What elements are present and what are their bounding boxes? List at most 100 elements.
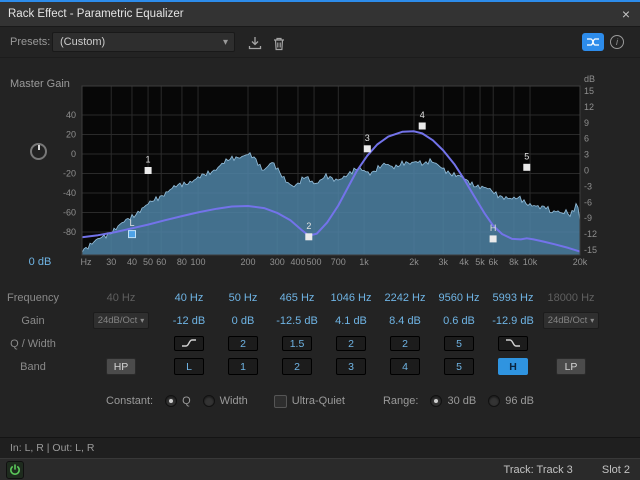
range-30-option[interactable]: 30 dB	[430, 395, 476, 407]
high-shelf-button[interactable]	[498, 335, 528, 351]
eq-curve	[81, 130, 581, 253]
q-band-2-cell: 1.5	[270, 336, 324, 351]
svg-text:6k: 6k	[488, 257, 498, 267]
gain-band-5[interactable]: 0.6 dB	[443, 314, 475, 327]
range-96-option[interactable]: 96 dB	[488, 395, 534, 407]
constant-width-option[interactable]: Width	[202, 395, 248, 407]
svg-text:12: 12	[584, 102, 594, 112]
band-button-4[interactable]: 4	[390, 358, 420, 375]
band-button-1[interactable]: 1	[228, 358, 258, 375]
eq-band-handle-1[interactable]	[144, 167, 152, 174]
q-band-4-cell: 2	[378, 336, 432, 351]
svg-text:0: 0	[71, 149, 76, 159]
band-button-hp[interactable]: HP	[106, 358, 136, 375]
eq-band-handle-4[interactable]	[418, 122, 426, 130]
q-band-3[interactable]: 2	[336, 336, 366, 351]
power-icon	[10, 464, 20, 476]
q-band-4[interactable]: 2	[390, 336, 420, 351]
svg-text:700: 700	[331, 257, 346, 267]
checkbox-icon[interactable]	[273, 394, 287, 408]
high-shelf-icon	[506, 339, 520, 347]
band-button-2[interactable]: 2	[282, 358, 312, 375]
preset-dropdown[interactable]: (Custom) ▾	[52, 32, 235, 52]
radio-icon[interactable]	[202, 395, 215, 407]
master-gain-label: Master Gain	[10, 78, 70, 90]
freq-band-3[interactable]: 1046 Hz	[330, 291, 372, 304]
save-preset-button[interactable]	[245, 33, 265, 53]
axis-labels: 40200-20-40-60-8015129630-3-6-9-12-15dBH…	[63, 74, 597, 267]
gain-band-l[interactable]: -12 dB	[172, 314, 206, 327]
svg-text:dB: dB	[584, 74, 595, 84]
row-label-frequency: Frequency	[7, 291, 59, 304]
svg-text:0: 0	[584, 166, 589, 176]
info-icon[interactable]: i	[610, 35, 624, 49]
q-band-1[interactable]: 2	[228, 336, 258, 351]
svg-text:300: 300	[270, 257, 285, 267]
svg-text:100: 100	[191, 257, 206, 267]
band-button-lp[interactable]: LP	[556, 358, 586, 375]
eq-graph-svg: L12345H40200-20-40-60-8015129630-3-6-9-1…	[63, 74, 597, 267]
band-button-3[interactable]: 3	[336, 358, 366, 375]
svg-text:80: 80	[177, 257, 187, 267]
radio-icon[interactable]	[430, 395, 443, 407]
track-info: Track: Track 3 Slot 2	[504, 459, 630, 480]
eq-band-label-H: H	[490, 223, 497, 233]
svg-text:10k: 10k	[523, 257, 538, 267]
svg-text:8k: 8k	[509, 257, 519, 267]
master-gain-value[interactable]: 0 dB	[28, 256, 52, 268]
q-band-l-cell	[162, 335, 216, 352]
io-status: In: L, R | Out: L, R	[10, 442, 95, 454]
svg-text:-9: -9	[584, 213, 592, 223]
constant-q-option[interactable]: Q	[165, 395, 191, 407]
svg-text:-20: -20	[63, 169, 76, 179]
band-button-h[interactable]: H	[498, 358, 528, 375]
gain-row: Gain 24dB/Oct ▾ -12 dB 0 dB -12.5 dB 4.1 …	[0, 309, 640, 332]
band-button-l[interactable]: L	[174, 358, 204, 375]
radio-icon[interactable]	[488, 395, 501, 407]
delete-preset-button[interactable]	[269, 33, 289, 53]
ultra-quiet-option[interactable]: Ultra-Quiet	[273, 394, 345, 408]
q-band-5[interactable]: 5	[444, 336, 474, 351]
radio-icon[interactable]	[165, 395, 178, 407]
gain-band-2[interactable]: -12.5 dB	[276, 314, 318, 327]
eq-band-handle-H[interactable]	[489, 235, 497, 243]
lp-slope-select[interactable]: 24dB/Oct ▾	[542, 312, 600, 329]
freq-band-h[interactable]: 5993 Hz	[492, 291, 534, 304]
knob-indicator	[37, 145, 40, 150]
gain-band-3[interactable]: 4.1 dB	[335, 314, 367, 327]
gain-band-1[interactable]: 0 dB	[231, 314, 255, 327]
eq-graph-area[interactable]: L 1 2 3 4 5 H 40 20 0 -20 -40 -60 -80 15 12 9 6 3 0 -3 -6 -9 -1…	[0, 58, 640, 278]
q-band-1-cell: 2	[216, 336, 270, 351]
titlebar[interactable]: Rack Effect - Parametric Equalizer ×	[0, 0, 640, 27]
svg-text:40: 40	[127, 257, 137, 267]
hp-slope-select[interactable]: 24dB/Oct ▾	[92, 312, 150, 329]
svg-text:4k: 4k	[459, 257, 469, 267]
power-toggle-button[interactable]	[6, 461, 24, 479]
master-gain-knob[interactable]	[30, 143, 47, 160]
frequency-row: Frequency 40 Hz 40 Hz 50 Hz 465 Hz 1046 …	[0, 286, 640, 309]
svg-text:400: 400	[290, 257, 305, 267]
eq-band-handle-L[interactable]	[128, 230, 136, 239]
freq-band-2[interactable]: 465 Hz	[279, 291, 315, 304]
freq-band-5[interactable]: 9560 Hz	[438, 291, 480, 304]
routing-toggle-button[interactable]	[582, 33, 604, 51]
eq-band-handle-5[interactable]	[523, 163, 531, 171]
presets-label: Presets:	[10, 36, 51, 48]
lp-slope-cell: 24dB/Oct ▾	[540, 312, 602, 329]
svg-text:30: 30	[106, 257, 116, 267]
band-l-cell: L	[162, 358, 216, 375]
band-lp-cell: LP	[540, 358, 602, 375]
freq-band-l[interactable]: 40 Hz	[174, 291, 204, 304]
constant-label: Constant:	[106, 395, 154, 407]
gain-band-4[interactable]: 8.4 dB	[389, 314, 421, 327]
freq-band-1[interactable]: 50 Hz	[228, 291, 258, 304]
eq-band-label-4: 4	[420, 110, 425, 120]
q-band-2[interactable]: 1.5	[282, 336, 312, 351]
low-shelf-button[interactable]	[174, 335, 204, 351]
band-button-5[interactable]: 5	[444, 358, 474, 375]
eq-band-handle-3[interactable]	[363, 145, 371, 153]
eq-band-handle-2[interactable]	[305, 233, 313, 241]
gain-band-h[interactable]: -12.9 dB	[492, 314, 534, 327]
freq-band-4[interactable]: 2242 Hz	[384, 291, 426, 304]
close-icon[interactable]: ×	[621, 6, 631, 22]
